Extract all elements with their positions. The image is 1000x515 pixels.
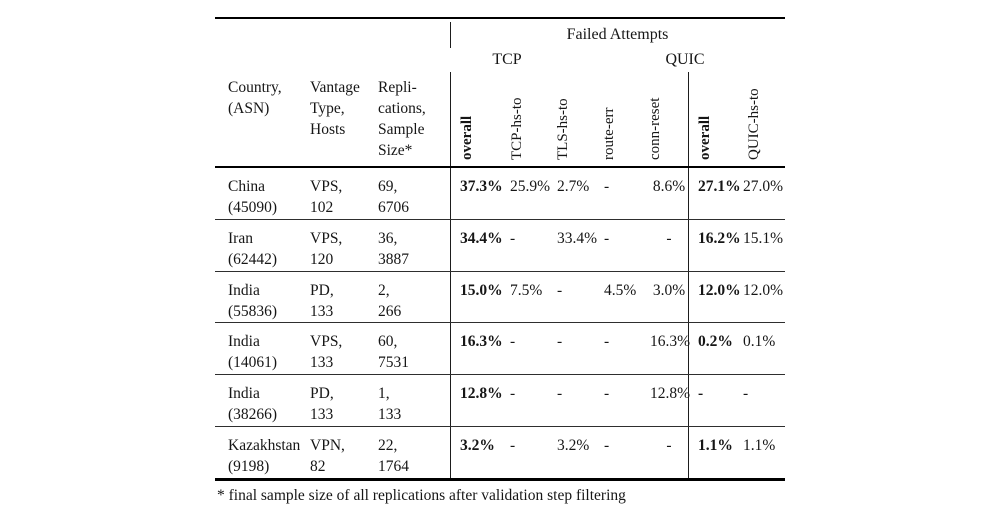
cell-quic-overall: 27.1% [688,168,743,219]
cell-vantage: VPS, 133 [310,333,343,372]
cell-quic-hs-to: 15.1% [743,229,784,247]
cell-conn-reset: 8.6% [652,178,686,195]
cell-route-err: - [604,385,610,403]
route-err-column-header: route-err [601,107,617,160]
cell-conn-reset: 3.0% [652,281,686,299]
cell-vantage: PD, 133 [310,281,334,320]
tls-hs-to-column-header: TLS-hs-to [555,98,571,160]
tcp-overall-column-header: overall [459,115,475,160]
cell-quic-hs-to: - [743,385,749,403]
tcp-section-divider [450,72,451,166]
cell-replications: 2, 266 [378,281,402,320]
table-row: Iran (62442) VPS, 120 36, 3887 34.4% - 3… [215,218,785,271]
cell-vantage: VPS, 102 [310,178,343,216]
cell-tcp-overall: 34.4% [450,219,510,271]
conn-reset-column-header: conn-reset [647,97,663,160]
cell-replications: 60, 7531 [378,333,409,372]
cell-vantage: PD, 133 [310,385,334,424]
table-body: China (45090) VPS, 102 69, 6706 37.3% 25… [215,168,785,478]
vantage-column-header: Vantage Type, Hosts [310,79,360,138]
cell-route-err: - [604,333,610,351]
table-header: Failed Attempts TCP QUIC Country, (ASN) … [215,19,785,166]
quic-overall-column-header: overall [697,115,713,160]
cell-tcp-hs-to: 25.9% [510,178,551,195]
cell-tls-hs-to: - [557,333,563,351]
table-row: India (55836) PD, 133 2, 266 15.0% 7.5% … [215,270,785,323]
cell-conn-reset: 16.3% [650,333,691,351]
cell-quic-overall: 0.2% [688,323,743,375]
cell-tcp-hs-to: 7.5% [510,281,543,299]
quic-hs-to-column-header: QUIC-hs-to [746,88,762,160]
cell-quic-overall: 1.1% [688,427,743,478]
tcp-section-divider-header [450,22,451,48]
cell-tls-hs-to: 3.2% [557,437,590,455]
cell-tcp-hs-to: - [510,229,516,247]
cell-tcp-overall: 15.0% [450,271,510,323]
cell-tcp-overall: 3.2% [450,427,510,478]
table-row: China (45090) VPS, 102 69, 6706 37.3% 25… [215,168,785,219]
cell-country: India (55836) [228,281,278,320]
cell-tcp-hs-to: - [510,437,516,455]
cell-country: Kazakhstan (9198) [228,437,301,476]
cell-quic-overall: 16.2% [688,219,743,271]
cell-replications: 1, 133 [378,385,402,424]
tcp-group-header: TCP [492,51,522,68]
cell-tcp-overall: 16.3% [450,323,510,375]
cell-tcp-hs-to: - [510,385,516,403]
table-row: India (38266) PD, 133 1, 133 12.8% - - -… [215,374,785,427]
bottom-rule [215,478,785,481]
cell-country: China (45090) [228,178,278,216]
cell-route-err: - [604,178,610,195]
cell-quic-hs-to: 0.1% [743,333,776,351]
cell-replications: 22, 1764 [378,437,409,476]
cell-route-err: - [604,437,610,455]
cell-vantage: VPS, 120 [310,229,343,268]
cell-country: Iran (62442) [228,229,278,268]
header-body-rule [215,166,785,168]
cell-replications: 69, 6706 [378,178,409,216]
replications-column-header: Repli- cations, Sample Size* [378,79,426,159]
cell-tls-hs-to: - [557,385,563,403]
cell-tcp-overall: 37.3% [450,168,510,219]
cell-conn-reset: - [666,437,672,455]
cell-quic-hs-to: 1.1% [743,437,776,455]
cell-quic-hs-to: 27.0% [743,178,784,195]
tcp-hs-to-column-header: TCP-hs-to [509,97,525,160]
cell-conn-reset: 12.8% [650,385,691,403]
top-rule [215,17,785,19]
cell-vantage: VPN, 82 [310,437,345,476]
cell-conn-reset: - [666,229,672,247]
cell-replications: 36, 3887 [378,229,409,268]
cell-tls-hs-to: - [557,281,563,299]
quic-section-divider [688,72,689,166]
cell-tls-hs-to: 33.4% [557,229,598,247]
cell-tls-hs-to: 2.7% [557,178,590,195]
cell-quic-overall: 12.0% [688,271,743,323]
failed-attempts-group-header: Failed Attempts [566,26,669,43]
cell-tcp-hs-to: - [510,333,516,351]
cell-route-err: 4.5% [604,281,637,299]
cell-country: India (38266) [228,385,278,424]
table-footnote: * final sample size of all replications … [217,487,626,504]
paper-table: Failed Attempts TCP QUIC Country, (ASN) … [215,15,785,481]
cell-quic-overall: - [688,375,743,427]
cell-route-err: - [604,229,610,247]
table-row: India (14061) VPS, 133 60, 7531 16.3% - … [215,322,785,375]
cell-tcp-overall: 12.8% [450,375,510,427]
cell-quic-hs-to: 12.0% [743,281,784,299]
country-column-header: Country, (ASN) [228,79,282,117]
cell-country: India (14061) [228,333,278,372]
table-row: Kazakhstan (9198) VPN, 82 22, 1764 3.2% … [215,426,785,478]
quic-group-header: QUIC [665,51,705,68]
